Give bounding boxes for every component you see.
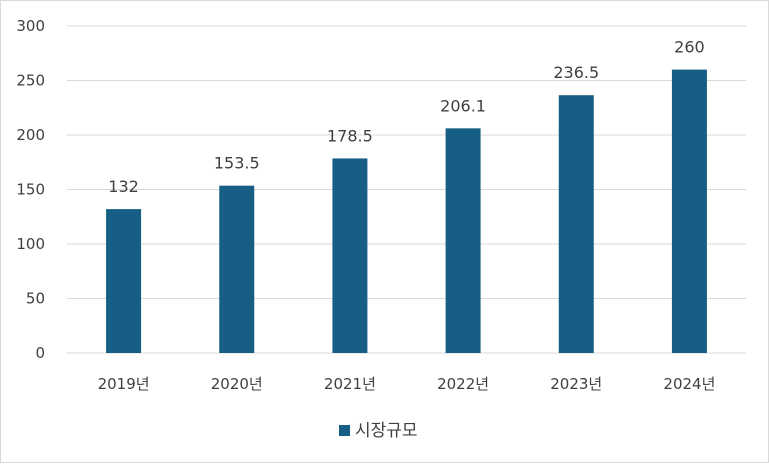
bar bbox=[219, 185, 255, 353]
bar bbox=[445, 128, 481, 353]
y-tick-label: 100 bbox=[16, 235, 45, 253]
legend-swatch bbox=[339, 425, 350, 436]
y-tick-label: 50 bbox=[26, 290, 45, 308]
y-tick-label: 0 bbox=[35, 344, 45, 362]
legend-label: 시장규모 bbox=[355, 421, 418, 441]
bars bbox=[106, 69, 707, 353]
legend: 시장규모 bbox=[339, 421, 418, 441]
data-label: 206.1 bbox=[440, 96, 486, 115]
y-tick-label: 150 bbox=[16, 181, 45, 199]
data-labels: 132 153.5 178.5 206.1 236.5 260 bbox=[108, 38, 704, 197]
x-tick-label: 2023년 bbox=[550, 375, 602, 393]
y-tick-label: 200 bbox=[16, 126, 45, 144]
data-label: 132 bbox=[108, 177, 139, 196]
x-tick-label: 2024년 bbox=[663, 375, 715, 393]
y-tick-label: 250 bbox=[16, 72, 45, 90]
x-tick-label: 2022년 bbox=[437, 375, 489, 393]
x-tick-label: 2021년 bbox=[324, 375, 376, 393]
x-tick-label: 2019년 bbox=[98, 375, 150, 393]
y-tick-label: 300 bbox=[16, 17, 45, 35]
bar bbox=[558, 95, 594, 353]
bar bbox=[671, 69, 707, 353]
data-label: 236.5 bbox=[553, 63, 599, 82]
data-label: 260 bbox=[674, 38, 705, 57]
data-label: 153.5 bbox=[214, 154, 260, 173]
x-tick-label: 2020년 bbox=[211, 375, 263, 393]
gridlines bbox=[67, 25, 746, 354]
y-axis-ticks: 0 50 100 150 200 250 300 bbox=[16, 17, 45, 362]
data-label: 178.5 bbox=[327, 126, 373, 145]
bar bbox=[106, 209, 142, 353]
x-axis-ticks: 2019년 2020년 2021년 2022년 2023년 2024년 bbox=[98, 375, 716, 393]
bar bbox=[332, 158, 368, 353]
